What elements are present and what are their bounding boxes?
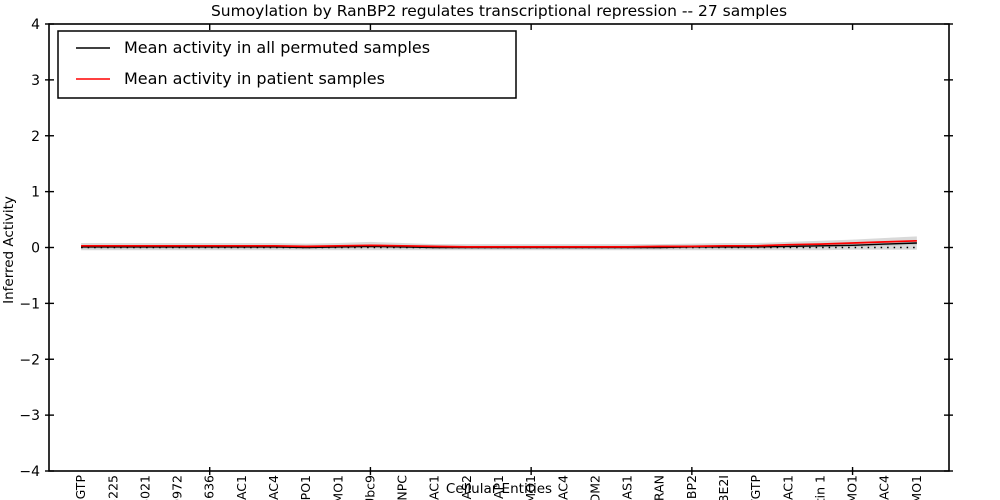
legend-box <box>57 30 517 99</box>
plot-frame <box>48 23 950 472</box>
x-category-label: NPC/RanGAP1/SUMO1/RanBP2/Ubc9 <box>362 475 377 500</box>
x-category-label: MDM2/SUMO1 <box>845 475 860 500</box>
x-category-label: NPC/RanGAP1/SUMO1 <box>330 475 345 500</box>
chart-title: Sumoylation by RanBP2 regulates transcri… <box>211 2 787 20</box>
x-category-label: SUMO1/HDAC1 <box>780 475 795 500</box>
x-category-label: MDM2/SUMO1/SUMO1 <box>909 475 924 500</box>
legend-label-patient: Mean activity in patient samples <box>124 69 385 88</box>
y-tick-label: 4 <box>31 17 40 33</box>
x-category-label: MDM2 <box>587 475 602 500</box>
x-axis-label: Cellular Entities <box>446 481 552 497</box>
x-category-label: Ran/GTP/Exportin 1 <box>812 475 827 500</box>
y-tick-label: 3 <box>31 73 40 89</box>
x-category-label: mol:GTP <box>73 475 88 500</box>
axis-ticklabels-group: −4 −3 −2 −1 0 1 2 3 4 mol:GTP EntrezGene:23225 Entr… <box>19 17 923 500</box>
x-category-label: UBE2I <box>716 475 731 500</box>
x-category-label: Ran/GTP/Exportin 1/HDAC4 <box>266 475 281 500</box>
legend: Mean activity in all permuted samples Me… <box>57 30 517 99</box>
x-category-label: EntrezGene:23225 <box>105 475 120 500</box>
legend-label-permuted: Mean activity in all permuted samples <box>124 38 430 57</box>
y-tick-label: −3 <box>19 408 40 424</box>
y-tick-label: 1 <box>31 185 40 201</box>
x-category-label: EntrezGene:9972 <box>170 475 185 500</box>
x-category-label: HDAC1 <box>427 475 442 500</box>
series-lines-group <box>81 239 917 249</box>
x-category-label: PIAS1 <box>620 475 635 500</box>
x-category-label: HDAC4 <box>555 475 570 500</box>
y-tick-label: 2 <box>31 129 40 145</box>
x-category-label: EntrezGene:8021 <box>137 475 152 500</box>
y-axis-label: Inferred Activity <box>1 196 17 304</box>
y-tick-label: 0 <box>31 241 40 257</box>
x-category-label: Ran/GTP <box>748 475 763 500</box>
series-line-patient <box>81 239 917 248</box>
x-category-label: SUMO1/HDAC4 <box>877 475 892 500</box>
x-category-label: NPC <box>395 475 410 500</box>
x-category-label: RANGAP1 <box>491 475 506 500</box>
x-category-label: EntrezGene:23636 <box>202 475 217 500</box>
x-category-label: PIAS2 <box>459 475 474 500</box>
x-category-label: RAN <box>652 475 667 500</box>
y-tick-label: −1 <box>19 296 40 312</box>
y-tick-label: −2 <box>19 352 40 368</box>
x-category-label: RANBP2 <box>684 475 699 500</box>
x-category-label: SUMO1 <box>523 475 538 500</box>
y-tick-label: −4 <box>19 464 40 480</box>
x-category-label: Ran/GTP/Exportin 1/HDAC1 <box>234 475 249 500</box>
x-category-label: XPO1 <box>298 475 313 500</box>
